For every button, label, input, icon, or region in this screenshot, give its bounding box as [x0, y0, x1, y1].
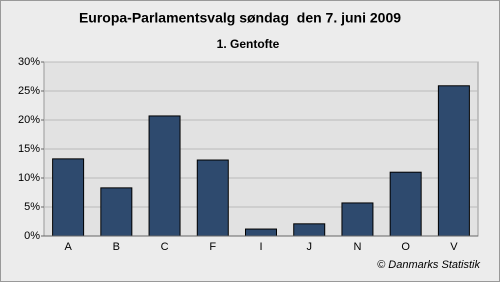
x-tick-label: C: [161, 241, 169, 253]
x-tick-label: A: [64, 241, 72, 253]
bar: [389, 171, 422, 237]
chart-subtitle: 1. Gentofte: [217, 37, 280, 51]
x-tick-label: V: [450, 241, 458, 253]
y-tick-label: 0%: [24, 230, 40, 242]
y-tick-label: 10%: [18, 172, 40, 184]
bar: [52, 158, 85, 237]
x-tick-label: F: [209, 241, 216, 253]
bar: [245, 228, 277, 237]
x-tick-label: O: [401, 241, 410, 253]
x-tick-label: J: [306, 241, 312, 253]
y-tick-label: 5%: [24, 201, 40, 213]
bar: [437, 85, 470, 237]
x-tick-label: N: [353, 241, 361, 253]
bar: [100, 187, 133, 237]
bar: [341, 202, 374, 237]
bar: [196, 159, 229, 237]
x-tick-label: I: [259, 241, 262, 253]
source-note: © Danmarks Statistik: [377, 259, 480, 271]
chart-title: Europa-Parlamentsvalg søndag den 7. juni…: [79, 10, 401, 26]
x-tick-label: B: [113, 241, 120, 253]
y-tick-label: 15%: [18, 143, 40, 155]
y-tick-label: 30%: [18, 56, 40, 68]
y-tick-label: 25%: [18, 85, 40, 97]
bar: [293, 223, 326, 237]
bar: [148, 115, 181, 237]
y-tick-label: 20%: [18, 114, 40, 126]
